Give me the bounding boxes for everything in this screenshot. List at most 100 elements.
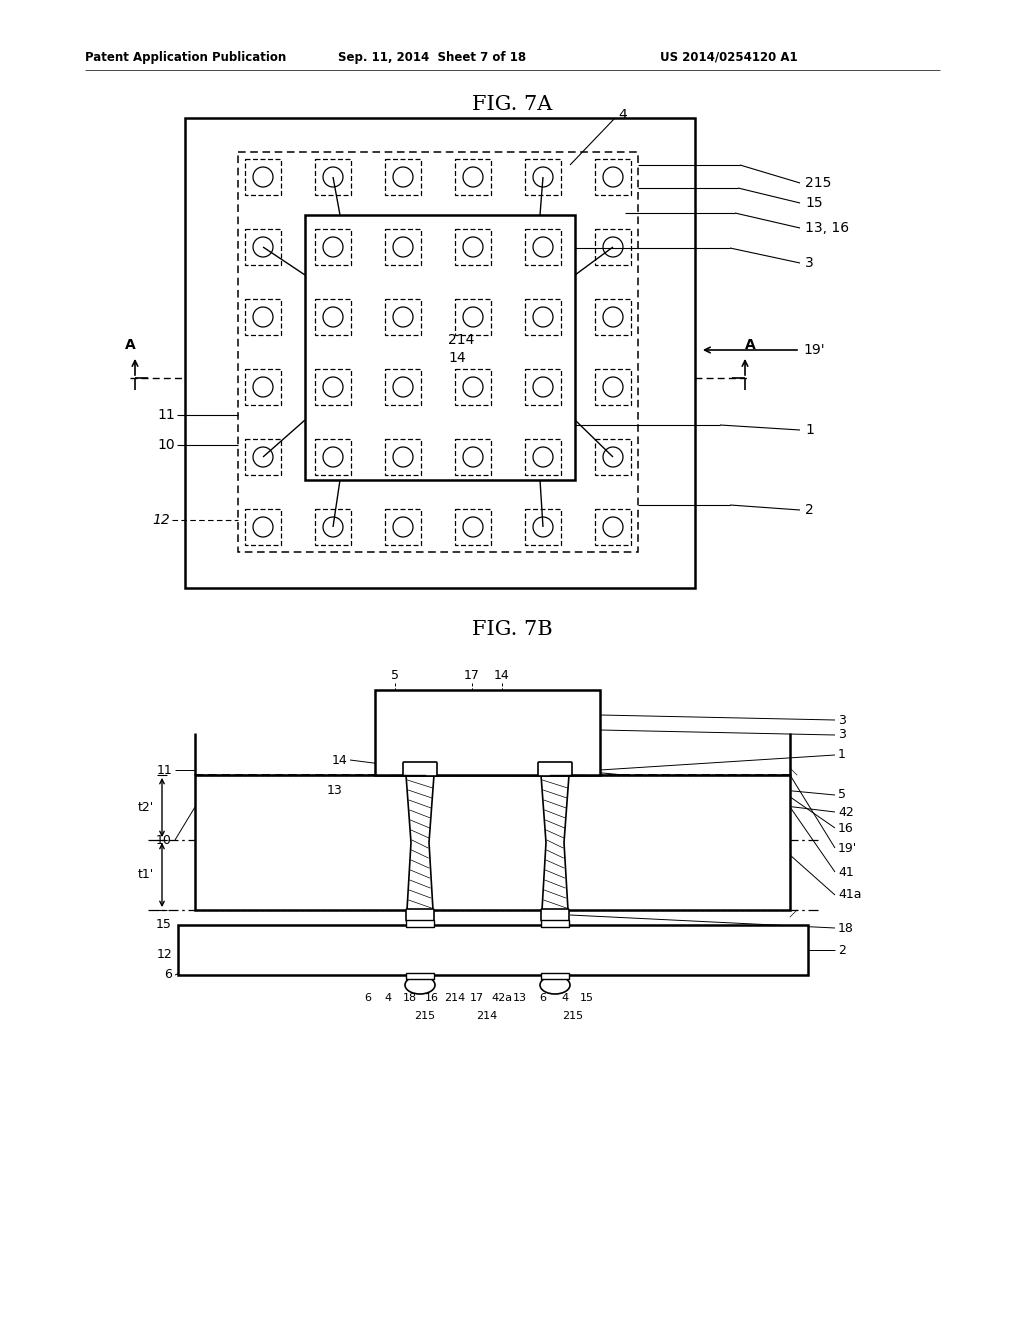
- Text: 1: 1: [805, 422, 814, 437]
- Bar: [455, 440, 490, 475]
- Bar: [595, 440, 631, 475]
- Bar: [385, 228, 421, 265]
- Bar: [406, 920, 434, 927]
- Text: 19': 19': [838, 842, 857, 854]
- Text: 5: 5: [391, 669, 399, 682]
- Text: 6: 6: [164, 969, 172, 982]
- Text: 11: 11: [158, 408, 175, 422]
- Bar: [455, 510, 490, 545]
- Bar: [525, 228, 561, 265]
- Text: 5: 5: [838, 788, 846, 801]
- Bar: [195, 775, 790, 909]
- Bar: [385, 510, 421, 545]
- Bar: [595, 300, 631, 335]
- Text: 3: 3: [805, 256, 814, 271]
- Text: 14: 14: [495, 669, 510, 682]
- Bar: [595, 370, 631, 405]
- FancyBboxPatch shape: [541, 909, 569, 921]
- Text: 4: 4: [618, 108, 627, 121]
- Text: 4: 4: [384, 993, 391, 1003]
- Text: 13: 13: [327, 784, 342, 796]
- Text: t1': t1': [138, 869, 154, 882]
- Text: 215: 215: [805, 176, 831, 190]
- Text: 2: 2: [838, 944, 846, 957]
- Bar: [315, 158, 351, 195]
- Bar: [315, 300, 351, 335]
- Text: 19': 19': [803, 343, 824, 356]
- Text: 15: 15: [156, 919, 172, 932]
- Text: 16: 16: [425, 993, 439, 1003]
- Text: 14: 14: [449, 351, 466, 366]
- Text: 215: 215: [562, 1011, 584, 1020]
- Bar: [455, 300, 490, 335]
- Text: FIG. 7B: FIG. 7B: [472, 620, 552, 639]
- Bar: [245, 158, 281, 195]
- Bar: [541, 973, 569, 979]
- Text: 15: 15: [580, 993, 594, 1003]
- Text: 13: 13: [513, 993, 527, 1003]
- Text: 11: 11: [157, 763, 172, 776]
- Text: 215: 215: [415, 1011, 435, 1020]
- Text: 6: 6: [540, 993, 547, 1003]
- Bar: [315, 228, 351, 265]
- Text: 3: 3: [838, 714, 846, 726]
- Bar: [245, 510, 281, 545]
- Text: t2': t2': [138, 801, 154, 814]
- Bar: [315, 370, 351, 405]
- Bar: [245, 440, 281, 475]
- Text: 42a: 42a: [492, 993, 513, 1003]
- Text: 6: 6: [365, 993, 372, 1003]
- Bar: [185, 117, 695, 587]
- Bar: [315, 440, 351, 475]
- Text: 12: 12: [153, 513, 170, 527]
- Text: 3: 3: [838, 729, 846, 742]
- Text: 13, 16: 13, 16: [805, 220, 849, 235]
- Bar: [385, 440, 421, 475]
- Text: A: A: [125, 338, 135, 352]
- Bar: [245, 300, 281, 335]
- Text: A: A: [744, 338, 756, 352]
- Text: US 2014/0254120 A1: US 2014/0254120 A1: [660, 50, 798, 63]
- Bar: [525, 510, 561, 545]
- Bar: [595, 158, 631, 195]
- FancyBboxPatch shape: [403, 762, 437, 776]
- Text: 12: 12: [157, 949, 172, 961]
- Bar: [455, 158, 490, 195]
- Text: 18: 18: [838, 921, 854, 935]
- Text: 16: 16: [838, 821, 854, 834]
- Bar: [595, 510, 631, 545]
- Text: 15: 15: [805, 195, 822, 210]
- Bar: [455, 228, 490, 265]
- Text: 41: 41: [838, 866, 854, 879]
- Bar: [406, 973, 434, 979]
- Bar: [541, 920, 569, 927]
- Bar: [238, 152, 638, 552]
- Text: Patent Application Publication: Patent Application Publication: [85, 50, 287, 63]
- Bar: [385, 158, 421, 195]
- Polygon shape: [541, 775, 569, 909]
- Bar: [525, 158, 561, 195]
- Text: 17: 17: [470, 993, 484, 1003]
- Bar: [525, 440, 561, 475]
- Text: FIG. 7A: FIG. 7A: [472, 95, 552, 114]
- Bar: [245, 228, 281, 265]
- Bar: [385, 370, 421, 405]
- Text: 14: 14: [331, 754, 347, 767]
- FancyBboxPatch shape: [538, 762, 572, 776]
- Bar: [315, 510, 351, 545]
- Bar: [595, 228, 631, 265]
- Text: 10: 10: [156, 833, 172, 846]
- Bar: [305, 215, 575, 480]
- Text: 17: 17: [464, 669, 480, 682]
- Text: 214: 214: [449, 333, 474, 347]
- Bar: [385, 300, 421, 335]
- Text: 1: 1: [838, 748, 846, 762]
- Text: 42: 42: [838, 805, 854, 818]
- FancyBboxPatch shape: [406, 909, 434, 921]
- Text: 2: 2: [805, 503, 814, 517]
- Bar: [525, 300, 561, 335]
- Bar: [245, 370, 281, 405]
- Text: 18: 18: [402, 993, 417, 1003]
- Text: 41a: 41a: [838, 888, 861, 902]
- Text: 10: 10: [158, 438, 175, 451]
